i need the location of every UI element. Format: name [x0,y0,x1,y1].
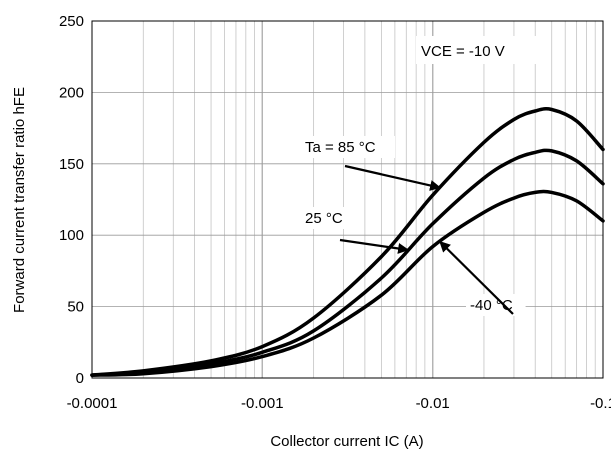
x-tick-label: -0.0001 [67,395,118,412]
x-tick-label: -0.001 [241,395,284,412]
x-axis-label: Collector current IC (A) [270,433,423,450]
annotation-label: Ta = 85 °C [305,139,376,156]
y-tick-label: 50 [67,299,84,316]
condition-label: VCE = -10 V [421,43,505,60]
annotation-label-bg [301,136,395,158]
y-axis-label: Forward current transfer ratio hFE [11,87,28,313]
annotation-arrow [344,164,442,191]
x-tick-label: -0.1 [590,395,611,412]
condition-label-bg [416,36,550,64]
x-tick-label: -0.01 [416,395,450,412]
y-tick-label: 100 [59,227,84,244]
series-layer [90,107,605,377]
y-tick-label: 150 [59,156,84,173]
series-line-2 [90,148,605,377]
annotation-label-bg [301,207,352,229]
tick-labels: 0 50 100 150 200 250 -0.0001 -0.001 -0.01 -0.1 [59,13,611,412]
y-tick-label: 200 [59,84,84,101]
series-line-1 [90,107,605,377]
y-tick-label: 0 [76,370,84,387]
y-tick-label: 250 [59,13,84,30]
annotation-arrow [339,238,410,254]
annotation-label: -40 °C [470,297,513,314]
annotation-arrow [439,240,514,315]
annotation-layer: Ta = 85 °C 25 °C -40 °C [301,136,526,316]
series-line-3 [90,189,605,377]
annotation-label: 25 °C [305,210,343,227]
plot-frame [91,20,604,379]
